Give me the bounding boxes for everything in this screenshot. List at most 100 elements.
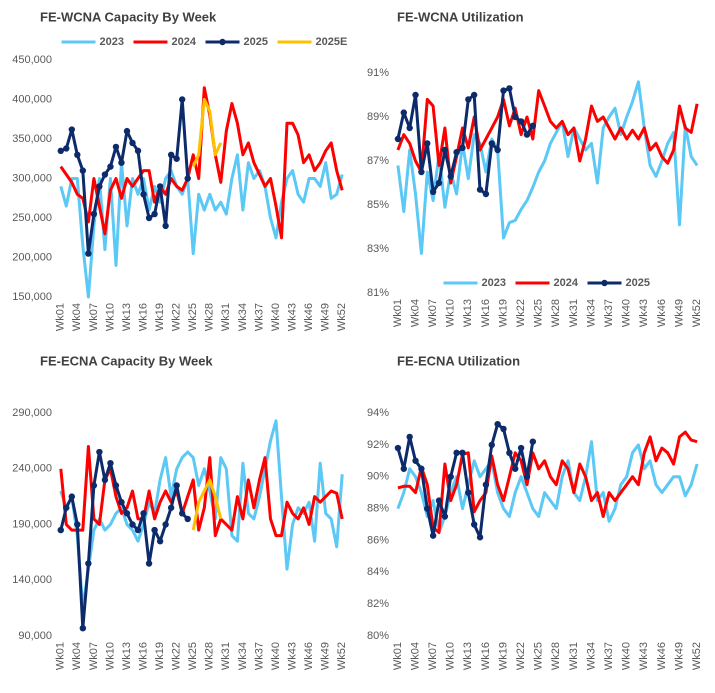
x-tick-label: Wk46 [303,303,315,331]
series-marker [418,168,425,176]
y-tick-label: 91% [367,67,389,79]
series-marker [406,433,413,441]
series-marker [184,515,191,523]
legend-label: 2023 [100,36,124,48]
x-tick-label: Wk10 [104,303,116,331]
series-marker [178,96,186,103]
series-line [191,478,223,531]
x-tick-label: Wk28 [550,642,562,670]
series-marker [129,521,136,528]
x-tick-label: Wk13 [462,299,474,327]
y-tick-label: 81% [367,287,389,299]
series-marker [57,147,64,155]
x-tick-label: Wk31 [220,642,232,670]
series-line [396,89,699,185]
series-marker [90,210,98,218]
x-tick-label: Wk25 [533,299,545,327]
series-marker [523,473,531,480]
x-tick-label: Wk07 [427,299,439,327]
series-marker [156,183,164,190]
x-tick-label: Wk43 [638,642,650,670]
series-marker [500,87,507,94]
x-tick-label: Wk13 [121,303,133,331]
x-tick-label: Wk40 [621,299,633,327]
series-marker [400,109,407,116]
series-marker [482,190,490,198]
series-marker [162,521,169,528]
series-marker [140,191,147,198]
legend-marker [601,279,608,287]
series-marker [476,534,484,541]
y-tick-label: 86% [367,534,389,546]
series-marker [441,513,449,520]
chart-panel: FE-WCNA Capacity By Week 150,000 200,000 25… [12,9,348,331]
y-tick-label: 200,000 [12,251,52,263]
series-marker [79,167,87,174]
y-tick-label: 240,000 [12,463,52,475]
series-marker [500,425,507,433]
series-marker [406,124,413,132]
x-tick-label: Wk40 [270,303,282,331]
series-marker [79,624,87,632]
series-marker [151,526,158,534]
series-marker [494,420,501,428]
series-marker [151,210,158,218]
x-tick-label: Wk19 [497,642,509,670]
x-tick-label: Wk31 [568,299,580,327]
x-tick-label: Wk37 [603,299,615,327]
x-tick-label: Wk52 [336,642,348,670]
x-tick-label: Wk04 [71,642,83,670]
x-tick-label: Wk04 [71,303,83,331]
x-tick-label: Wk16 [480,299,492,327]
series-line [59,445,344,538]
x-tick-label: Wk46 [656,299,668,327]
series-marker [68,126,75,133]
x-tick-label: Wk01 [392,642,404,670]
x-tick-label: Wk13 [462,642,474,670]
series-marker [112,143,120,151]
series-marker [112,482,120,489]
x-tick-label: Wk49 [673,642,685,670]
legend-label: 2025E [316,36,348,48]
series-marker [429,188,437,195]
x-tick-label: Wk16 [137,303,149,331]
series-marker [465,489,472,496]
legend-label: 2024 [554,277,579,289]
series-marker [517,444,525,452]
y-tick-label: 84% [367,566,389,578]
x-tick-label: Wk25 [187,642,199,670]
series-marker [512,465,519,472]
y-tick-label: 450,000 [12,54,52,66]
x-tick-label: Wk22 [171,303,183,331]
series-marker [96,448,103,456]
y-tick-label: 82% [367,598,389,610]
series-marker [394,444,402,452]
x-tick-label: Wk19 [497,299,509,327]
series-marker [101,171,109,178]
series-marker [412,457,419,464]
y-tick-label: 94% [367,407,389,419]
series-marker [85,250,92,257]
series-marker [96,183,103,190]
series-line [191,98,223,168]
series-marker [418,465,425,472]
x-tick-label: Wk22 [171,642,183,670]
series-marker [63,145,70,152]
series-marker [184,175,191,182]
chart-title: FE-ECNA Capacity By Week [40,353,213,368]
series-marker [74,151,81,158]
series-marker [140,510,147,517]
series-marker [453,149,460,156]
legend-label: 2024 [172,36,197,48]
x-tick-label: Wk25 [187,303,199,331]
x-tick-label: Wk22 [515,642,527,670]
series-marker [162,222,169,230]
y-tick-label: 90% [367,471,389,483]
series-line [396,86,535,196]
chart-panel: FE-ECNA Capacity By Week 90,000 140,000 190… [12,353,348,670]
series-line [396,80,699,255]
series-marker [494,146,501,154]
series-marker [145,560,153,567]
x-tick-label: Wk13 [121,642,133,670]
series-marker [517,118,525,125]
